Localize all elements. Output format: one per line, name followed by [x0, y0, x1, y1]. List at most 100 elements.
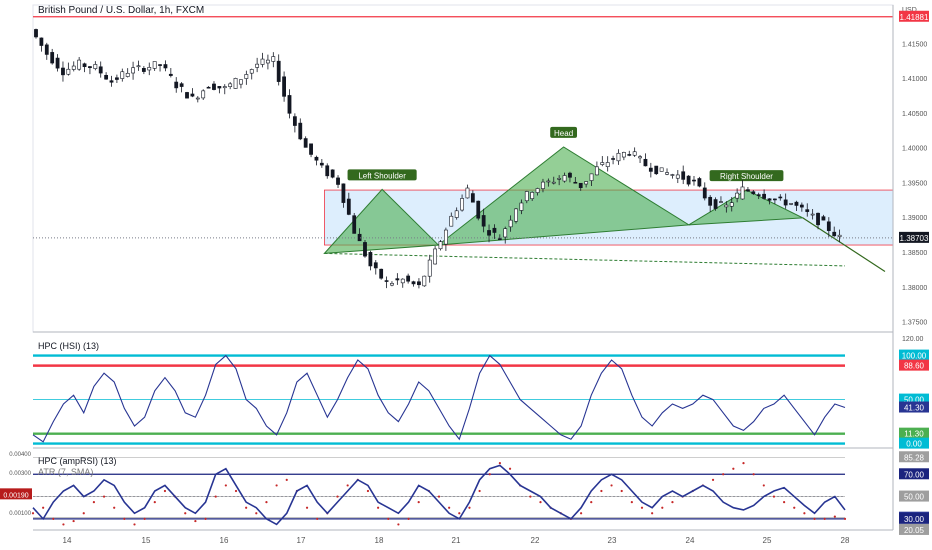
atr-dot [793, 506, 796, 509]
candle-body [449, 215, 454, 227]
candle [314, 155, 319, 166]
candle [767, 198, 772, 205]
price-tick-label: 1.38500 [902, 250, 927, 257]
atr-dot [143, 517, 146, 520]
candle-body [115, 77, 119, 80]
candle-body [821, 216, 826, 221]
x-tick-label: 16 [220, 536, 229, 545]
candle [266, 54, 270, 70]
atr-dot [285, 478, 288, 481]
atr-dot [224, 484, 227, 487]
candle-body [411, 281, 416, 285]
candle-body [573, 181, 578, 184]
candle [271, 52, 276, 68]
candle-body [131, 67, 135, 74]
candle-body [600, 162, 605, 165]
candle [282, 71, 286, 102]
atr-dot [102, 495, 106, 498]
atr-dot [783, 501, 786, 504]
atr-dot [823, 517, 826, 520]
candle-body [379, 268, 384, 279]
candle [55, 54, 60, 72]
candle-body [632, 151, 637, 156]
candle-body [605, 162, 610, 167]
price-tick-label: 1.41000 [902, 76, 927, 83]
candle [190, 88, 195, 98]
candle [772, 198, 777, 204]
candle-body [519, 202, 524, 211]
candle [384, 276, 389, 289]
candle-body [708, 196, 713, 206]
candle [708, 195, 713, 212]
candle-body [665, 172, 669, 175]
time-axis: 14 15 16 17 18 21 22 23 24 25 28 [33, 5, 894, 545]
candle [476, 200, 481, 221]
candle-body [595, 166, 599, 176]
candle [816, 212, 820, 230]
candle [535, 187, 540, 196]
atr-dot [833, 515, 836, 518]
atr-dot [661, 506, 664, 509]
hsi-title: HPC (HSI) (13) [38, 341, 100, 351]
candle-body [648, 167, 653, 172]
candle-body [217, 86, 222, 89]
atr-dot [640, 506, 644, 509]
atr-title: ATR (7, SMA) [38, 467, 94, 477]
candle [697, 176, 702, 188]
candle-body [443, 229, 448, 245]
atr-dot [346, 484, 349, 487]
candle-body [249, 69, 254, 74]
atr-dot [529, 495, 532, 498]
hsi-series-line [32, 354, 846, 443]
candle-body [772, 198, 777, 201]
atr-dot [478, 489, 481, 493]
candle-body [562, 175, 567, 182]
candle [363, 240, 367, 258]
candle-body [98, 66, 103, 74]
candle-body [276, 60, 281, 82]
candle [665, 168, 669, 176]
candle-body [697, 178, 702, 187]
candle-body [762, 193, 767, 199]
atr-dot [498, 462, 501, 465]
atr-dot [651, 512, 654, 515]
candle-body [147, 67, 152, 71]
hsi-level-tag-bg [899, 359, 929, 371]
candle-body [201, 90, 206, 99]
atr-dot [620, 489, 623, 493]
candle [77, 56, 82, 71]
candle-body [368, 252, 373, 267]
candle [411, 280, 416, 287]
atr-dot [31, 512, 35, 515]
rsi-level-tag: 20.05 [904, 526, 925, 535]
candle [406, 273, 411, 284]
top-price-tag: 1.41881 [900, 13, 929, 22]
candle-body [778, 196, 783, 199]
price-plot-area [32, 4, 894, 333]
atr-dot [671, 501, 674, 504]
candle [136, 60, 141, 71]
candle [627, 150, 632, 157]
neckline [324, 252, 846, 267]
candle-body [427, 259, 432, 277]
candle-body [832, 231, 837, 237]
atr-dot [265, 501, 268, 504]
candle-body [670, 174, 675, 176]
atr-dot [92, 501, 95, 504]
atr-dot [600, 489, 603, 493]
last-price-tag-bg [899, 231, 929, 243]
candle [433, 245, 438, 265]
candle-body [61, 67, 65, 76]
candle [519, 199, 524, 215]
candle-body [497, 238, 502, 240]
candle [373, 260, 378, 275]
candle [632, 147, 637, 157]
candle-body [611, 158, 615, 160]
hsi-level-tag: 88.60 [904, 362, 925, 371]
candle-body [88, 66, 92, 69]
candle-body [260, 58, 265, 65]
candle [837, 229, 842, 243]
candle [417, 278, 421, 289]
candle [98, 61, 103, 78]
candle-body [104, 74, 109, 80]
